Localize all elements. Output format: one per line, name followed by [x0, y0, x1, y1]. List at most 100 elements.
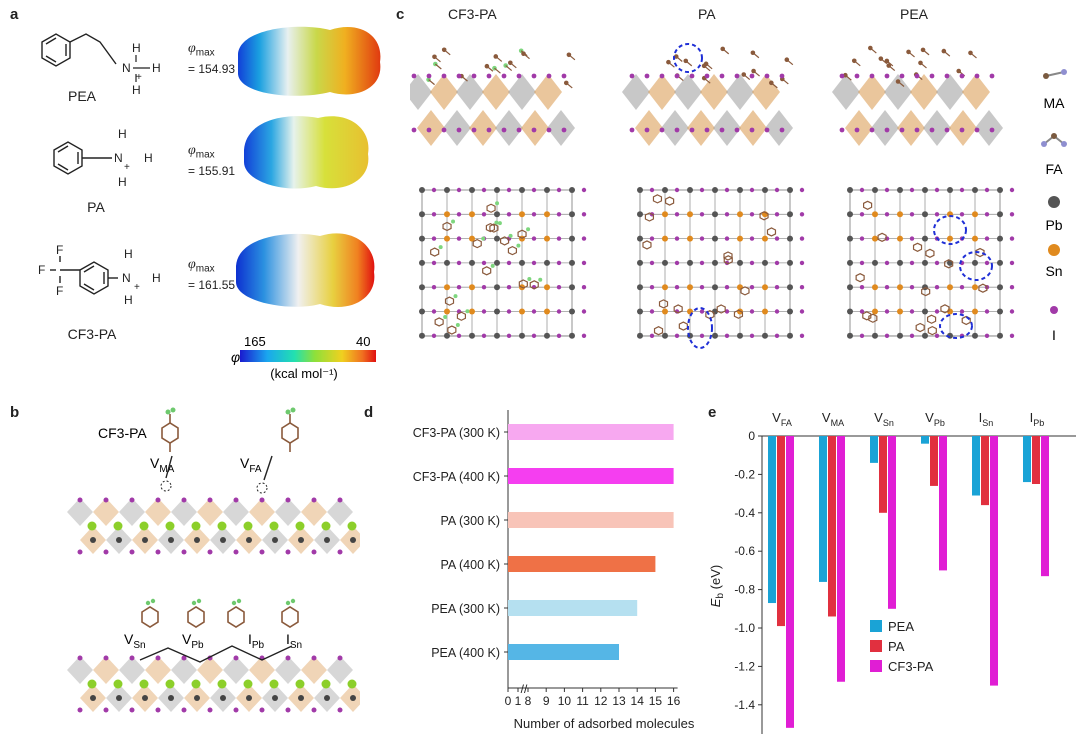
- legend-swatch-CF3-PA: [870, 660, 882, 672]
- colorbar-symbol: φ: [231, 349, 240, 365]
- pa-amine: H N H H +: [114, 127, 153, 189]
- panel-letter-a: a: [10, 6, 19, 23]
- bar-5: [508, 644, 619, 660]
- bar-0: [508, 424, 674, 440]
- panel-c-legend: MA FA Pb Sn I: [1041, 69, 1067, 343]
- panel-b-figure: CF3-PA VMA VFA VSn VPb IPb ISn: [67, 407, 360, 713]
- svg-text:H: H: [118, 175, 127, 189]
- y-tick--0.6: -0.6: [734, 544, 755, 558]
- cf3-pa-phi-max: φmax = 161.55: [188, 257, 236, 293]
- defect-highlight-1: [687, 307, 713, 349]
- category-label-I-Pb: IPb: [1030, 410, 1045, 428]
- legend-label-PEA: PEA: [888, 619, 914, 634]
- category-label-V-FA: VFA: [772, 410, 792, 428]
- svg-text:+: +: [124, 162, 130, 173]
- svg-text:N: N: [122, 271, 131, 285]
- defect-v-pb-label: VPb: [182, 631, 204, 651]
- panel-b-bottom-molecule-2: [227, 598, 245, 628]
- bar-PEA-ISn: [972, 436, 980, 496]
- panel-letter-b: b: [10, 404, 20, 421]
- cf3-pa-structure: [50, 256, 118, 295]
- panel-c-title-pea: PEA: [900, 6, 929, 22]
- y-tick--0.4: -0.4: [734, 506, 755, 520]
- y-tick--0.2: -0.2: [734, 467, 755, 481]
- bar-3: [508, 556, 656, 572]
- chart-e-binding-energy: 0-0.2-0.4-0.6-0.8-1.0-1.2-1.4-1.6Eb (eV)…: [708, 410, 1076, 734]
- legend-i-label: I: [1052, 327, 1056, 343]
- panel-b-molecule-label: CF3-PA: [98, 425, 147, 441]
- chart-e-legend: PEA PA CF3-PA: [870, 619, 934, 674]
- svg-text:H: H: [144, 151, 153, 165]
- panel-c-title-cf3-pa: CF3-PA: [448, 6, 497, 22]
- cf3-pa-atoms: F F F H N H H +: [38, 243, 161, 307]
- bar-PA-VPb: [930, 436, 938, 486]
- legend-i-icon: [1050, 306, 1058, 314]
- x-tick-15: 15: [649, 694, 663, 708]
- bar-1: [508, 468, 674, 484]
- legend-sn-label: Sn: [1045, 263, 1062, 279]
- category-label-V-Sn: VSn: [874, 410, 894, 428]
- x-tick-16: 16: [667, 694, 681, 708]
- y-tick--1.0: -1.0: [734, 621, 755, 635]
- legend-fa-icon: [1041, 133, 1067, 147]
- x-tick-13: 13: [612, 694, 626, 708]
- legend-ma-icon: [1043, 69, 1067, 79]
- x-tick-12: 12: [594, 694, 608, 708]
- bar-PA-ISn: [981, 436, 989, 506]
- colorbar-max: 40: [356, 334, 370, 349]
- bar-2: [508, 512, 674, 528]
- category-label-1: CF3-PA (400 K): [413, 470, 500, 484]
- y-tick-0: 0: [748, 429, 755, 443]
- pea-name: PEA: [68, 88, 97, 104]
- svg-text:H: H: [132, 41, 141, 55]
- y-tick--1.2: -1.2: [734, 659, 755, 673]
- panel-letter-d: d: [364, 404, 374, 421]
- pea-esp-surface: [238, 26, 381, 96]
- pea-amine: H N H H +: [122, 41, 161, 97]
- legend-fa-label: FA: [1045, 161, 1063, 177]
- panel-b-molecule-1: [161, 414, 179, 452]
- panel-letter-e: e: [708, 404, 717, 421]
- svg-text:+: +: [134, 282, 140, 293]
- vacancy-ma-label: VMA: [150, 455, 175, 475]
- esp-colorbar: [240, 350, 376, 362]
- category-label-2: PA (300 K): [440, 514, 500, 528]
- bar-PA-VFA: [777, 436, 785, 627]
- pea-structure: [41, 33, 117, 67]
- category-label-I-Sn: ISn: [979, 410, 994, 428]
- panel-b-bottom-molecule-0: [141, 598, 159, 628]
- panel-b-molecule-2: [281, 414, 299, 452]
- bar-4: [508, 600, 638, 616]
- chart-d-adsorbed-molecules: CF3-PA (300 K) CF3-PA (400 K) PA (300 K) PA…: [413, 410, 695, 731]
- defect-highlight-3: [959, 251, 993, 281]
- legend-ma-label: MA: [1044, 95, 1066, 111]
- bar-PA-VSn: [879, 436, 887, 513]
- colorbar-min: 165: [244, 334, 266, 349]
- bar-PA-IPb: [1032, 436, 1040, 484]
- structure-column-2: [832, 45, 1015, 339]
- svg-text:H: H: [152, 61, 161, 75]
- axis-break-mark: //: [521, 682, 528, 696]
- bar-CF3-PA-VPb: [939, 436, 947, 571]
- svg-text:+: +: [136, 72, 142, 83]
- pea-phi-max: φmax = 154.93: [188, 41, 236, 77]
- bar-PEA-VFA: [768, 436, 776, 604]
- panel-c-title-pa: PA: [698, 6, 716, 22]
- defect-highlight-2: [933, 215, 967, 245]
- y-tick--0.8: -0.8: [734, 583, 755, 597]
- category-label-0: CF3-PA (300 K): [413, 426, 500, 440]
- bar-CF3-PA-VMA: [837, 436, 845, 682]
- pa-structure: [53, 141, 112, 175]
- chart-d-xlabel: Number of adsorbed molecules: [514, 716, 695, 731]
- y-tick--1.4: -1.4: [734, 698, 755, 712]
- x-tick-8: 8: [525, 694, 532, 708]
- pa-esp-surface: [244, 116, 369, 189]
- x-tick-14: 14: [631, 694, 645, 708]
- bar-PA-VMA: [828, 436, 836, 617]
- legend-swatch-PEA: [870, 620, 882, 632]
- x-tick-11: 11: [576, 694, 589, 708]
- cf3-pa-esp-surface: [236, 233, 375, 308]
- svg-text:H: H: [152, 271, 161, 285]
- bar-CF3-PA-IPb: [1041, 436, 1049, 577]
- legend-swatch-PA: [870, 640, 882, 652]
